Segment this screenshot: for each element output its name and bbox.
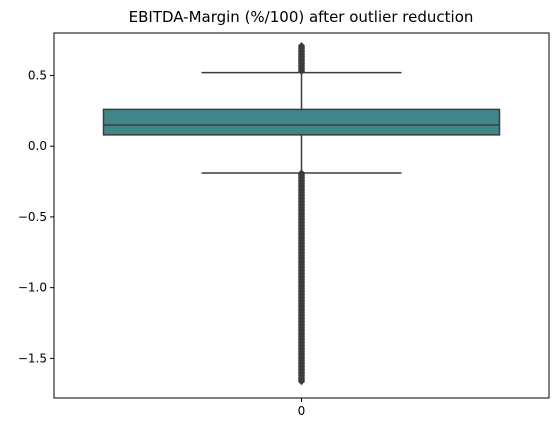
- y-tick-label: −1.0: [18, 281, 47, 295]
- axes: 0.5 0.0 −0.5 −1.0 −1.5 0: [18, 32, 550, 418]
- x-tick-label: 0: [298, 404, 306, 418]
- box-iqr: [102, 108, 501, 136]
- chart-title: EBITDA-Margin (%/100) after outlier redu…: [129, 8, 474, 26]
- plot-area: [102, 42, 501, 386]
- y-tick-label: 0.0: [28, 139, 47, 153]
- y-tick-label: −1.5: [18, 351, 47, 365]
- outlier-point-lower: [297, 377, 306, 386]
- outlier-point-upper: [297, 67, 306, 75]
- y-tick-label: 0.5: [28, 68, 47, 82]
- y-tick-label: −0.5: [18, 210, 47, 224]
